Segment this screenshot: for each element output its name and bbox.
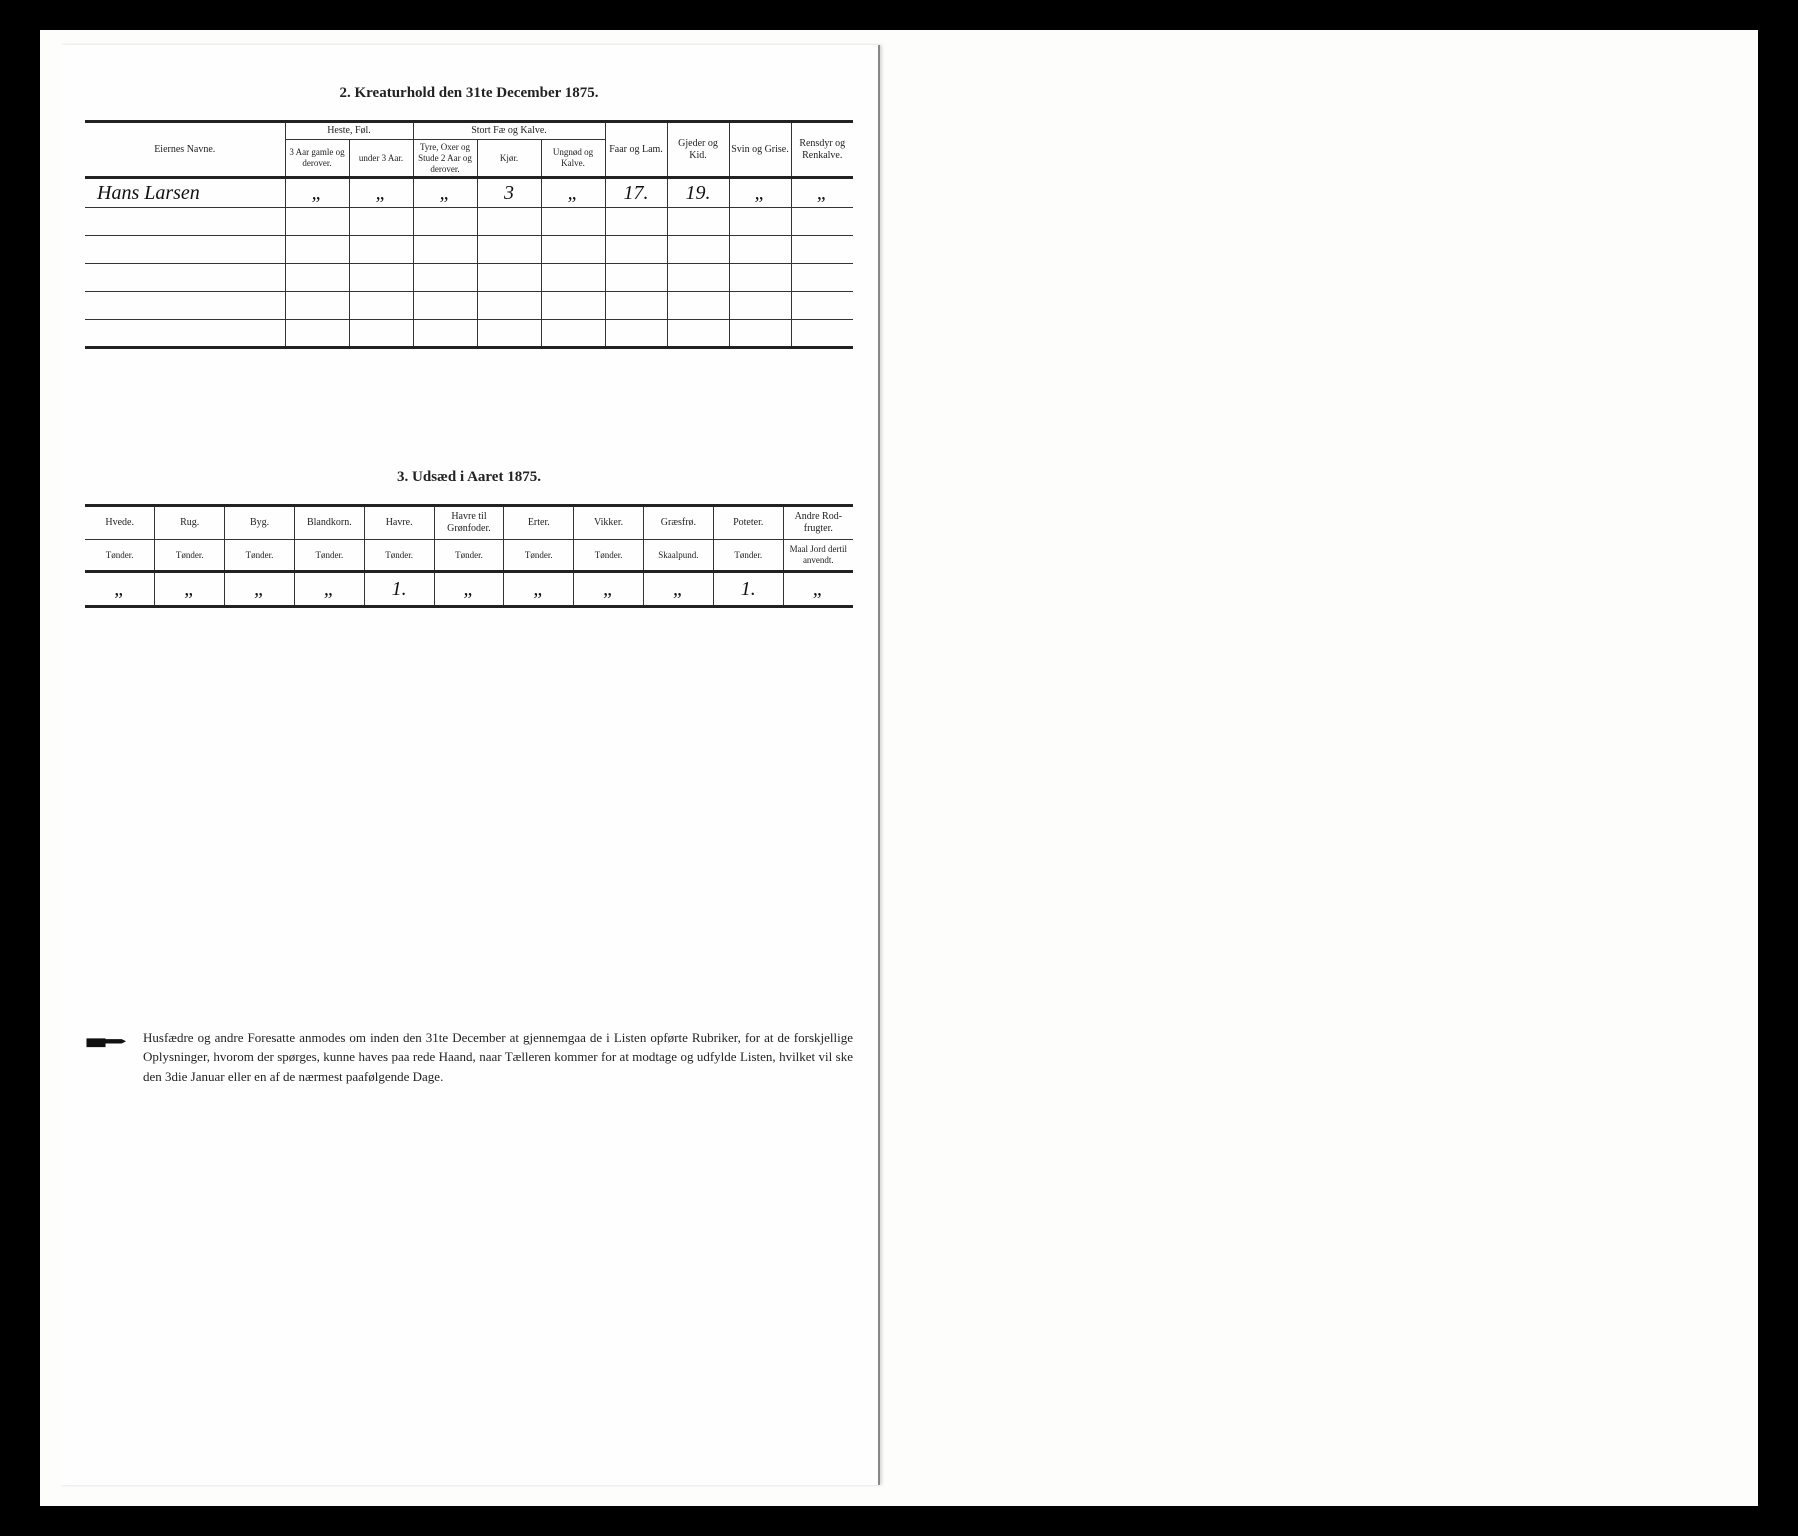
cell: 17. — [605, 178, 667, 208]
cell: „ — [285, 178, 349, 208]
cell: „ — [644, 571, 714, 606]
cell: „ — [541, 178, 605, 208]
unit-2: Tønder. — [225, 540, 295, 572]
cell: „ — [349, 178, 413, 208]
col-pigs: Svin og Grise. — [729, 122, 791, 178]
cell: 3 — [477, 178, 541, 208]
section2-title: 2. Kreaturhold den 31te December 1875. — [85, 85, 853, 102]
cell: 1. — [364, 571, 434, 606]
pointing-hand-icon — [85, 1030, 129, 1054]
cell: „ — [294, 571, 364, 606]
unit-0: Tønder. — [85, 540, 155, 572]
col-cows: Kjør. — [477, 140, 541, 178]
col-sheep: Faar og Lam. — [605, 122, 667, 178]
footer-note: Husfædre og andre Foresatte anmodes om i… — [85, 1028, 853, 1087]
cell: 1. — [713, 571, 783, 606]
col-horses-3plus: 3 Aar gamle og derover. — [285, 140, 349, 178]
col-goats: Gjeder og Kid. — [667, 122, 729, 178]
col-bulls: Tyre, Oxer og Stude 2 Aar og derover. — [413, 140, 477, 178]
cell: „ — [574, 571, 644, 606]
table-row — [85, 236, 853, 264]
unit-1: Tønder. — [155, 540, 225, 572]
col-8: Græsfrø. — [644, 506, 714, 540]
cell: „ — [791, 178, 853, 208]
unit-8: Skaalpund. — [644, 540, 714, 572]
table-row — [85, 264, 853, 292]
unit-7: Tønder. — [574, 540, 644, 572]
col-group-horses: Heste, Føl. — [285, 122, 413, 140]
col-owner: Eiernes Navne. — [85, 122, 285, 178]
cell: „ — [155, 571, 225, 606]
col-group-cattle: Stort Fæ og Kalve. — [413, 122, 605, 140]
sowing-table: Hvede.Rug.Byg.Blandkorn.Havre.Havre til … — [85, 504, 853, 608]
cell: „ — [413, 178, 477, 208]
unit-3: Tønder. — [294, 540, 364, 572]
cell: „ — [85, 571, 155, 606]
col-5: Havre til Grønfoder. — [434, 506, 504, 540]
col-calves: Ungnød og Kalve. — [541, 140, 605, 178]
cell: „ — [434, 571, 504, 606]
col-7: Vikker. — [574, 506, 644, 540]
col-9: Poteter. — [713, 506, 783, 540]
unit-10: Maal Jord dertil anvendt. — [783, 540, 853, 572]
unit-9: Tønder. — [713, 540, 783, 572]
col-3: Blandkorn. — [294, 506, 364, 540]
cell: „ — [225, 571, 295, 606]
unit-6: Tønder. — [504, 540, 574, 572]
section3-title: 3. Udsæd i Aaret 1875. — [85, 469, 853, 486]
unit-5: Tønder. — [434, 540, 504, 572]
livestock-table: Eiernes Navne. Heste, Føl. Stort Fæ og K… — [85, 120, 853, 349]
owner-name: Hans Larsen — [85, 178, 285, 208]
col-horses-u3: under 3 Aar. — [349, 140, 413, 178]
col-6: Erter. — [504, 506, 574, 540]
table-row: Hans Larsen „ „ „ 3 „ 17. 19. „ „ — [85, 178, 853, 208]
col-reindeer: Rensdyr og Renkalve. — [791, 122, 853, 178]
document-page: 2. Kreaturhold den 31te December 1875. E… — [60, 45, 880, 1485]
col-1: Rug. — [155, 506, 225, 540]
col-0: Hvede. — [85, 506, 155, 540]
footer-text: Husfædre og andre Foresatte anmodes om i… — [143, 1028, 853, 1087]
table-row — [85, 208, 853, 236]
table-row — [85, 292, 853, 320]
col-10: Andre Rod-frugter. — [783, 506, 853, 540]
col-2: Byg. — [225, 506, 295, 540]
col-4: Havre. — [364, 506, 434, 540]
cell: „ — [504, 571, 574, 606]
cell: „ — [783, 571, 853, 606]
cell: 19. — [667, 178, 729, 208]
unit-4: Tønder. — [364, 540, 434, 572]
table-row — [85, 320, 853, 348]
table-row: „„„„1.„„„„1.„ — [85, 571, 853, 606]
cell: „ — [729, 178, 791, 208]
